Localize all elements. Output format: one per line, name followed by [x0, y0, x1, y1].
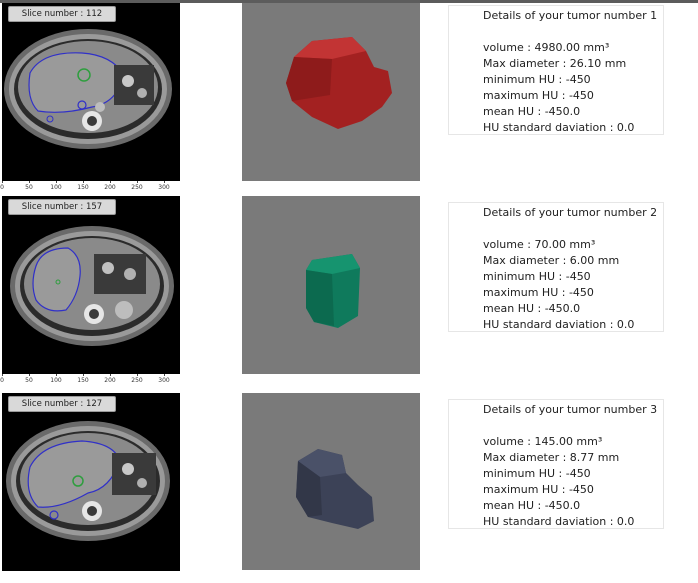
x-tick-label: 0	[0, 377, 4, 384]
x-tick-label: 250	[131, 184, 143, 191]
x-tick-label: 0	[0, 184, 4, 191]
ct-slice-image[interactable]: Slice number : 127	[2, 393, 180, 571]
tumor-row-2: Slice number : 157 0 50 100 150 200 250 …	[0, 196, 698, 386]
volume-value: volume : 70.00 mm³	[483, 238, 596, 251]
window-top-bar	[0, 0, 698, 3]
tumor-details-panel: Details of your tumor number 3 volume : …	[448, 399, 664, 529]
hu-std-value: HU standard daviation : 0.0	[483, 121, 635, 134]
tumor-details-panel: Details of your tumor number 2 volume : …	[448, 202, 664, 332]
x-axis: 0 50 100 150 200 250 300	[0, 181, 180, 193]
slice-number-label: Slice number : 127	[8, 396, 116, 412]
x-tick-label: 50	[25, 377, 33, 384]
volume-value: volume : 145.00 mm³	[483, 435, 603, 448]
mean-hu-value: mean HU : -450.0	[483, 499, 581, 512]
tumor-3d-render	[286, 37, 392, 129]
x-tick-label: 300	[158, 377, 170, 384]
slice-number-label: Slice number : 157	[8, 199, 116, 215]
mean-hu-value: mean HU : -450.0	[483, 302, 581, 315]
mean-hu-value: mean HU : -450.0	[483, 105, 581, 118]
max-diameter-value: Max diameter : 8.77 mm	[483, 451, 620, 464]
max-hu-value: maximum HU : -450	[483, 483, 594, 496]
x-tick-label: 150	[77, 377, 89, 384]
tumor-3d-viewer[interactable]	[242, 3, 420, 181]
tumor-details-panel: Details of your tumor number 1 volume : …	[448, 5, 664, 135]
max-diameter-value: Max diameter : 6.00 mm	[483, 254, 620, 267]
x-tick-label: 200	[104, 184, 116, 191]
tumor-3d-render	[306, 254, 360, 328]
ct-slice-graphic	[4, 29, 172, 149]
tumor-3d-render	[296, 449, 374, 529]
ct-slice-graphic	[6, 421, 170, 541]
x-tick-label: 200	[104, 377, 116, 384]
x-tick-label: 150	[77, 184, 89, 191]
ct-slice-graphic	[10, 226, 174, 346]
max-diameter-value: Max diameter : 26.10 mm	[483, 57, 627, 70]
max-hu-value: maximum HU : -450	[483, 89, 594, 102]
x-tick-label: 300	[158, 184, 170, 191]
volume-value: volume : 4980.00 mm³	[483, 41, 610, 54]
details-title: Details of your tumor number 3	[483, 403, 658, 416]
details-title: Details of your tumor number 2	[483, 206, 658, 219]
x-tick-label: 100	[50, 184, 62, 191]
ct-slice-image[interactable]: Slice number : 157	[2, 196, 180, 374]
min-hu-value: minimum HU : -450	[483, 467, 591, 480]
x-tick-label: 250	[131, 377, 143, 384]
hu-std-value: HU standard daviation : 0.0	[483, 318, 635, 331]
min-hu-value: minimum HU : -450	[483, 73, 591, 86]
x-tick-label: 100	[50, 377, 62, 384]
min-hu-value: minimum HU : -450	[483, 270, 591, 283]
tumor-row-3: Slice number : 127 Details of your tumor…	[0, 393, 698, 583]
tumor-row-1: Slice number : 112 0 50 100 150 200 250 …	[0, 3, 698, 193]
details-title: Details of your tumor number 1	[483, 9, 658, 22]
tumor-3d-viewer[interactable]	[242, 393, 420, 570]
hu-std-value: HU standard daviation : 0.0	[483, 515, 635, 528]
x-tick-label: 50	[25, 184, 33, 191]
slice-number-label: Slice number : 112	[8, 6, 116, 22]
ct-slice-image[interactable]: Slice number : 112	[2, 3, 180, 181]
max-hu-value: maximum HU : -450	[483, 286, 594, 299]
x-axis: 0 50 100 150 200 250 300	[0, 374, 180, 386]
tumor-3d-viewer[interactable]	[242, 196, 420, 374]
